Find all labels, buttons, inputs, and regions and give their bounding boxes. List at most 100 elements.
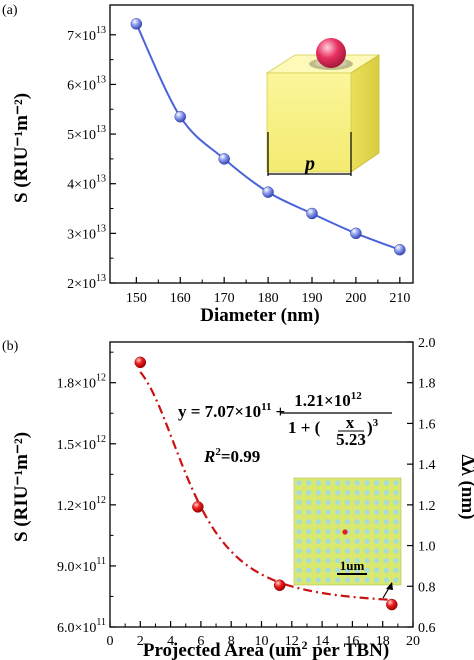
svg-text:)3: )3 bbox=[367, 417, 379, 437]
lattice-hole bbox=[325, 490, 331, 496]
lattice-hole bbox=[325, 509, 331, 515]
lattice-hole bbox=[383, 557, 389, 564]
lattice-hole bbox=[373, 538, 380, 544]
panel-a-x-tick-label: 210 bbox=[389, 291, 410, 306]
lattice-hole bbox=[335, 490, 341, 496]
lattice-hole bbox=[344, 509, 351, 515]
lattice-hole bbox=[393, 519, 399, 525]
panel-a-y-tick-label: 7×1013 bbox=[67, 25, 106, 44]
svg-text:1.21×1012: 1.21×1012 bbox=[294, 390, 362, 410]
panel-b-x-tick-label: 20 bbox=[406, 634, 420, 649]
svg-text:1 + (: 1 + ( bbox=[288, 418, 321, 437]
lattice-hole bbox=[335, 567, 341, 573]
lattice-hole bbox=[364, 480, 370, 486]
lattice-hole bbox=[393, 499, 399, 506]
panel-b-right-y-tick-label: 1.8 bbox=[418, 377, 436, 392]
lattice-hole bbox=[364, 509, 370, 515]
lattice-hole bbox=[335, 528, 341, 535]
lattice-hole bbox=[354, 528, 360, 535]
lattice-hole bbox=[344, 490, 351, 496]
panel-b-y-tick-label: 1.2×1012 bbox=[57, 495, 106, 514]
lattice-hole bbox=[344, 480, 351, 486]
lattice-hole bbox=[325, 567, 331, 573]
lattice-hole bbox=[306, 548, 312, 554]
lattice-hole bbox=[315, 509, 322, 515]
lattice-hole bbox=[364, 548, 370, 554]
panel-a-x-axis-title: Diameter (nm) bbox=[200, 305, 319, 326]
lattice-hole bbox=[296, 480, 302, 486]
lattice-hole bbox=[325, 538, 331, 544]
panel-b-x-tick-label: 8 bbox=[228, 634, 235, 649]
panel-b-y-tick-label: 9.0×1011 bbox=[57, 556, 106, 575]
inset-pointer-arrowhead bbox=[386, 582, 393, 590]
lattice-hole bbox=[306, 509, 312, 515]
panel-a-plot-frame bbox=[109, 4, 414, 284]
lattice-hole bbox=[335, 557, 341, 564]
lattice-hole bbox=[306, 490, 312, 496]
panel-a-data-point bbox=[218, 153, 230, 165]
panel-b-x-tick-label: 12 bbox=[285, 634, 299, 649]
lattice-hole bbox=[315, 577, 322, 583]
panel-a-data-point bbox=[174, 110, 187, 123]
lattice-hole bbox=[354, 538, 360, 544]
lattice-hole bbox=[335, 519, 341, 525]
lattice-hole bbox=[373, 480, 380, 486]
panel-a-ticks bbox=[110, 34, 401, 284]
lattice-hole bbox=[335, 509, 341, 515]
lattice-hole bbox=[393, 577, 399, 583]
lattice-hole bbox=[325, 548, 331, 554]
lattice-hole bbox=[306, 480, 312, 486]
panel-b-x-tick-label: 0 bbox=[107, 634, 114, 649]
lattice-hole bbox=[296, 567, 302, 573]
panel-b-left-y-axis-title: S (RIU⁻¹m⁻²) bbox=[11, 432, 32, 542]
panel-a-y-tick-label: 2×1013 bbox=[67, 273, 106, 292]
panel-b-right-y-tick-label: 0.6 bbox=[418, 621, 436, 636]
panel-a-y-tick-labels: 2×1013 3×1013 4×1013 5×1013 6×1013 7×1013 bbox=[67, 25, 106, 292]
nanoparticle-sphere bbox=[316, 38, 346, 68]
lattice-hole bbox=[344, 577, 351, 583]
lattice-hole bbox=[296, 509, 302, 515]
panel-b-ticks bbox=[109, 341, 414, 628]
panel-a: (a) 2×1013 3×1013 4×1013 5×1013 6×1013 7×1013… bbox=[2, 3, 414, 326]
lattice-hole bbox=[344, 499, 351, 506]
svg-text:y = 7.07×1011+: y = 7.07×1011 + bbox=[178, 401, 285, 421]
lattice-hole bbox=[306, 567, 312, 573]
svg-text:x: x bbox=[346, 413, 355, 432]
panel-a-y-axis-title: S (RIU⁻¹m⁻²) bbox=[11, 93, 32, 203]
panel-b-data-point bbox=[273, 579, 286, 592]
panel-a-inset-cube: p bbox=[265, 38, 381, 176]
lattice-hole bbox=[306, 557, 312, 564]
lattice-hole bbox=[393, 490, 399, 496]
panel-a-data-point bbox=[262, 186, 274, 198]
lattice-hole bbox=[393, 567, 399, 573]
lattice-hole bbox=[364, 490, 370, 496]
lattice-hole bbox=[354, 548, 360, 554]
lattice-hole bbox=[364, 577, 370, 583]
lattice-hole bbox=[306, 499, 312, 506]
lattice-hole bbox=[383, 499, 389, 506]
panel-a-x-tick-label: 190 bbox=[302, 291, 323, 306]
lattice-hole bbox=[373, 499, 380, 506]
panel-b: (b) 6.0×1011 9.0×1011 1.2×1012 1.5×1012 1.8×… bbox=[2, 336, 474, 660]
lattice-hole bbox=[296, 557, 302, 564]
lattice-hole bbox=[364, 567, 370, 573]
panel-b-x-axis-title: Projected Area (um2 per TBN) bbox=[143, 638, 389, 660]
lattice-hole bbox=[296, 538, 302, 544]
panel-a-x-tick-label: 180 bbox=[258, 291, 279, 306]
lattice-hole bbox=[335, 548, 341, 554]
lattice-hole bbox=[306, 577, 312, 583]
panel-b-x-tick-label: 2 bbox=[137, 634, 144, 649]
panel-b-y-tick-labels: 6.0×1011 9.0×1011 1.2×1012 1.5×1012 1.8×1012 bbox=[57, 373, 106, 636]
panel-a-x-tick-label: 160 bbox=[170, 291, 191, 306]
lattice-hole bbox=[364, 557, 370, 564]
r-squared: R2=0.99 bbox=[203, 446, 260, 466]
lattice-hole bbox=[393, 528, 399, 535]
panel-b-right-y-tick-label: 1.6 bbox=[418, 417, 436, 432]
lattice-hole bbox=[383, 567, 389, 573]
lattice-hole bbox=[296, 499, 302, 506]
lattice-hole bbox=[296, 490, 302, 496]
lattice-hole bbox=[325, 519, 331, 525]
lattice-hole bbox=[315, 538, 322, 544]
lattice-hole bbox=[383, 480, 389, 486]
lattice-hole bbox=[354, 519, 360, 525]
